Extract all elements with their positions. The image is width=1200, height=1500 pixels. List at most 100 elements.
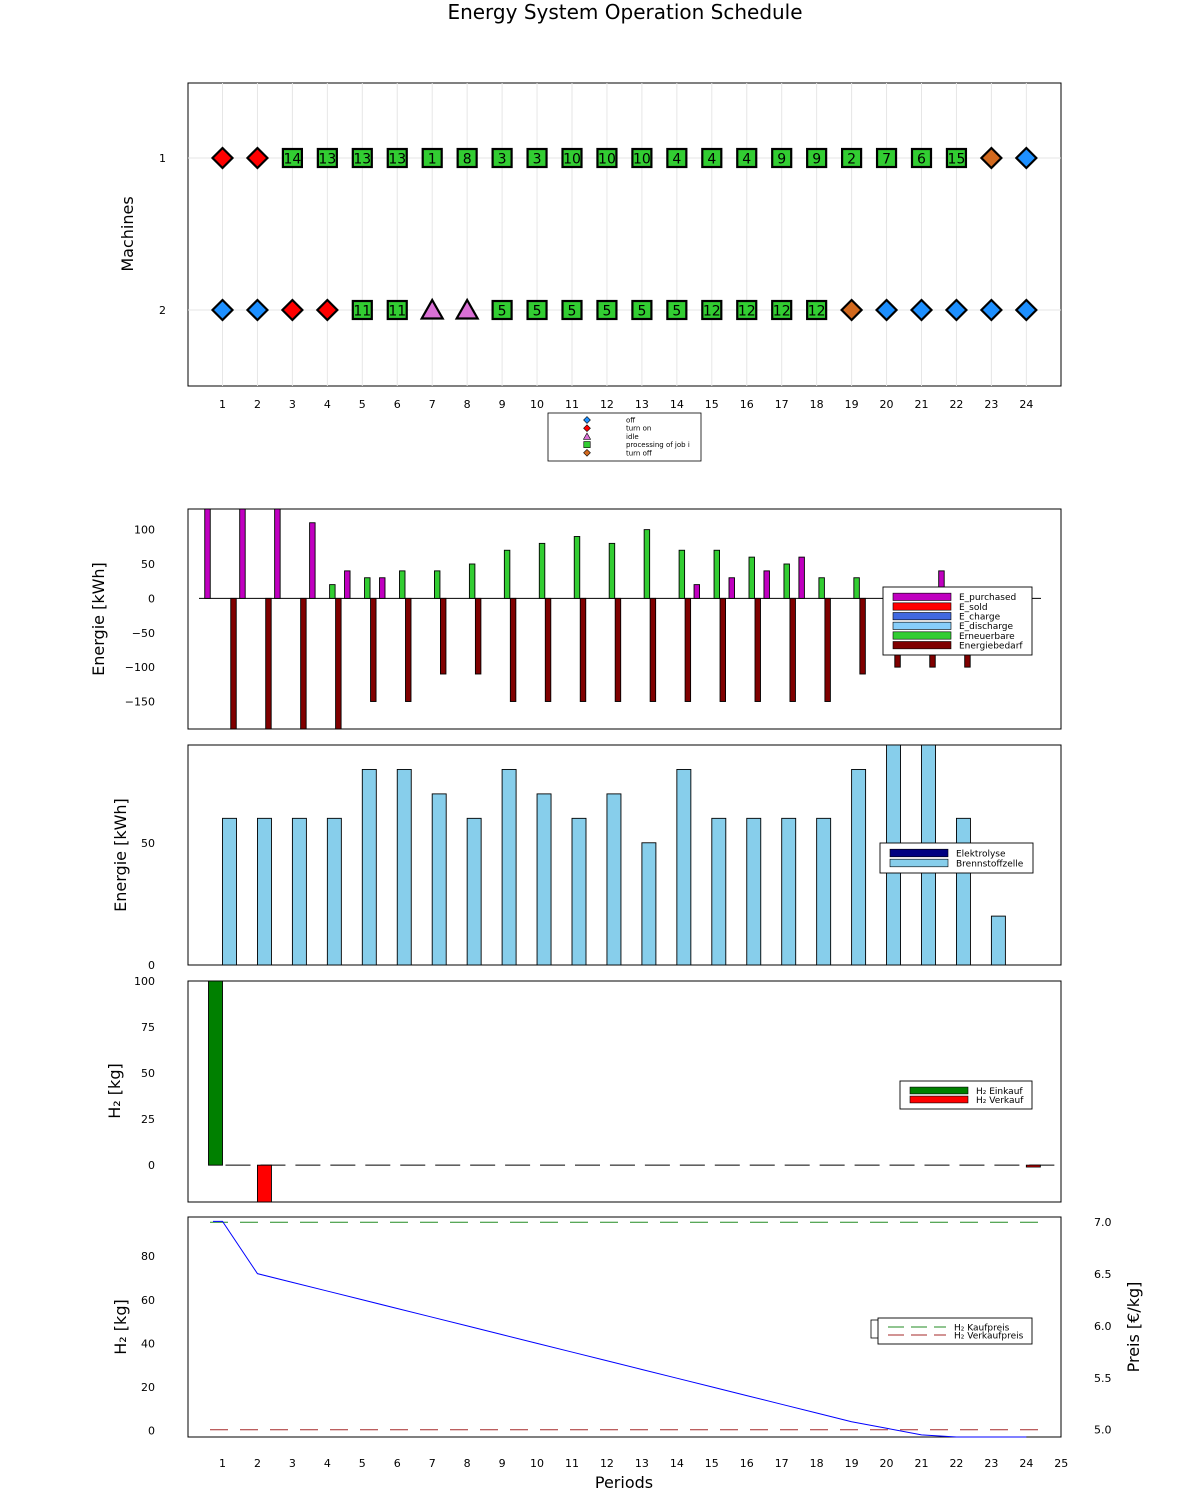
fuel-cell-bar-Brennstoffzelle xyxy=(746,817,762,966)
energy-balance-bar-Energiebedarf xyxy=(754,597,761,702)
h2-storage-y-axis-label: H₂ [kg] xyxy=(111,1299,130,1354)
machine-1-job-label: 3 xyxy=(533,152,542,168)
schedule-legend-marker xyxy=(583,441,591,448)
energy-balance-legend-label: E_charge xyxy=(959,612,1001,622)
machine-2-job-label: 5 xyxy=(533,304,542,320)
schedule-x-tick-label: 8 xyxy=(464,398,471,411)
energy-balance-bar-Erneuerbare xyxy=(818,577,825,599)
machine-2-state-marker xyxy=(245,298,270,322)
h2-storage-x-tick-label: 22 xyxy=(949,1457,963,1470)
machine-1-state-marker xyxy=(526,147,548,169)
machine-2-state-marker xyxy=(874,298,899,322)
fuel-cell-bar-Brennstoffzelle xyxy=(431,793,447,966)
machine-1-job-label: 7 xyxy=(882,152,891,168)
machine-1-state-marker xyxy=(701,147,723,169)
energy-balance-bar-Energiebedarf xyxy=(474,597,482,675)
energy-balance-bar-Energiebedarf xyxy=(300,597,307,730)
h2-storage-x-tick-label: 19 xyxy=(845,1457,859,1470)
machine-2-job-label: 12 xyxy=(773,304,791,320)
energy-balance-legend-label: E_sold xyxy=(959,603,988,613)
machine-2-job-label: 5 xyxy=(568,304,577,320)
energy-balance-bar-E_purchased xyxy=(379,577,386,599)
h2-storage-plot-frame xyxy=(187,1216,1062,1438)
energy-balance-bar-Erneuerbare xyxy=(364,577,371,599)
schedule-legend-marker xyxy=(583,416,591,424)
energy-balance-legend-label: E_purchased xyxy=(959,593,1016,603)
energy-balance-y-tick-label: 0 xyxy=(148,592,155,605)
machine-2-state-marker xyxy=(351,299,373,321)
energy-balance-y-tick-label: 50 xyxy=(141,558,155,571)
machine-1-state-marker xyxy=(631,147,653,169)
machine-1-job-label: 10 xyxy=(633,152,651,168)
h2-storage-x-tick-label: 5 xyxy=(359,1457,366,1470)
energy-balance-legend-label: E_discharge xyxy=(959,622,1014,632)
machine-1-state-marker xyxy=(945,147,968,169)
h2-trade-y-tick-label: 75 xyxy=(141,1021,155,1034)
energy-balance-legend-label: Erneuerbare xyxy=(959,632,1015,642)
machine-1-job-label: 13 xyxy=(353,152,371,168)
machine-1-job-label: 6 xyxy=(917,152,926,168)
energy-balance-bar-Energiebedarf xyxy=(230,597,237,730)
fuel-cell-bar-Brennstoffzelle xyxy=(291,817,307,966)
energy-balance-bar-Erneuerbare xyxy=(853,577,860,599)
fuel-cell-bar-Brennstoffzelle xyxy=(396,768,412,966)
energy-balance-y-tick-label: −50 xyxy=(132,627,155,640)
chart-title: Energy System Operation Schedule xyxy=(447,0,803,24)
fuel-cell-bar-Brennstoffzelle xyxy=(326,817,342,966)
machine-1-job-label: 8 xyxy=(463,152,472,168)
h2-trade-y-axis-label: H₂ [kg] xyxy=(105,1063,124,1118)
h2-trade-y-tick-label: 100 xyxy=(134,975,155,988)
energy-balance-bar-Energiebedarf xyxy=(789,597,796,702)
schedule-x-tick-label: 21 xyxy=(915,398,929,411)
fuel-cell-bar-Brennstoffzelle xyxy=(990,915,1006,966)
machine-2-state-marker xyxy=(280,298,304,322)
energy-balance-bar-Erneuerbare xyxy=(643,529,651,599)
h2-storage-y2-tick-label: 5.5 xyxy=(1094,1372,1112,1385)
energy-balance-bar-E_purchased xyxy=(728,577,735,599)
energy-balance-bar-Erneuerbare xyxy=(434,570,441,599)
h2-storage-y-tick-label: 40 xyxy=(141,1337,155,1350)
schedule-x-tick-label: 10 xyxy=(530,398,544,411)
energy-balance-bar-Energiebedarf xyxy=(859,597,866,675)
energy-balance-bar-Energiebedarf xyxy=(684,597,692,702)
schedule-legend-marker xyxy=(582,432,592,440)
energy-balance-bar-E_purchased xyxy=(309,522,316,599)
machine-2-state-marker xyxy=(419,297,445,320)
fuel-cell-bar-Brennstoffzelle xyxy=(816,817,832,966)
schedule-x-tick-label: 13 xyxy=(635,398,649,411)
schedule-plot-frame xyxy=(187,82,1062,387)
h2-storage-x-tick-label: 1 xyxy=(219,1457,226,1470)
fuel-cell-bar-Brennstoffzelle xyxy=(641,842,657,966)
machine-1-state-marker xyxy=(875,147,898,169)
machine-1-state-marker xyxy=(910,147,933,169)
h2-trade-bar-H₂ Verkauf xyxy=(1025,1164,1041,1168)
machine-1-job-label: 10 xyxy=(563,152,581,168)
machine-1-state-marker xyxy=(351,147,373,169)
machine-1-job-label: 10 xyxy=(598,152,616,168)
h2-storage-y2-tick-label: 6.0 xyxy=(1094,1320,1112,1333)
h2-storage-x-tick-label: 11 xyxy=(565,1457,579,1470)
fuel-cell-legend-label: Brennstoffzelle xyxy=(956,859,1024,869)
h2-storage-legend-label: H₂ Kaufpreis xyxy=(954,1323,1010,1333)
energy-balance-bar-Erneuerbare xyxy=(468,563,476,599)
energy-balance-bar-Energiebedarf xyxy=(544,597,552,702)
machine-2-state-marker xyxy=(315,298,339,322)
fuel-cell-bar-Brennstoffzelle xyxy=(606,793,622,966)
h2-trade-y-tick-label: 25 xyxy=(141,1113,155,1126)
fuel-cell-y-tick-label: 50 xyxy=(141,837,155,850)
schedule-x-tick-label: 2 xyxy=(254,398,261,411)
energy-balance-bar-Erneuerbare xyxy=(678,549,686,599)
energy-balance-bar-Energiebedarf xyxy=(649,597,657,702)
h2-storage-y2-tick-label: 6.5 xyxy=(1094,1268,1112,1281)
energy-balance-bar-E_purchased xyxy=(274,508,281,599)
h2-storage-x-tick-label: 25 xyxy=(1054,1457,1068,1470)
machine-1-state-marker xyxy=(840,147,863,169)
machine-1-job-label: 2 xyxy=(847,152,856,168)
machine-1-job-label: 4 xyxy=(672,152,681,168)
energy-balance-legend-swatch xyxy=(892,641,952,650)
h2-storage-y-tick-label: 60 xyxy=(141,1294,155,1307)
schedule-legend-marker xyxy=(583,448,591,457)
h2-storage-x-tick-label: 6 xyxy=(394,1457,401,1470)
machine-2-state-marker xyxy=(909,298,934,322)
